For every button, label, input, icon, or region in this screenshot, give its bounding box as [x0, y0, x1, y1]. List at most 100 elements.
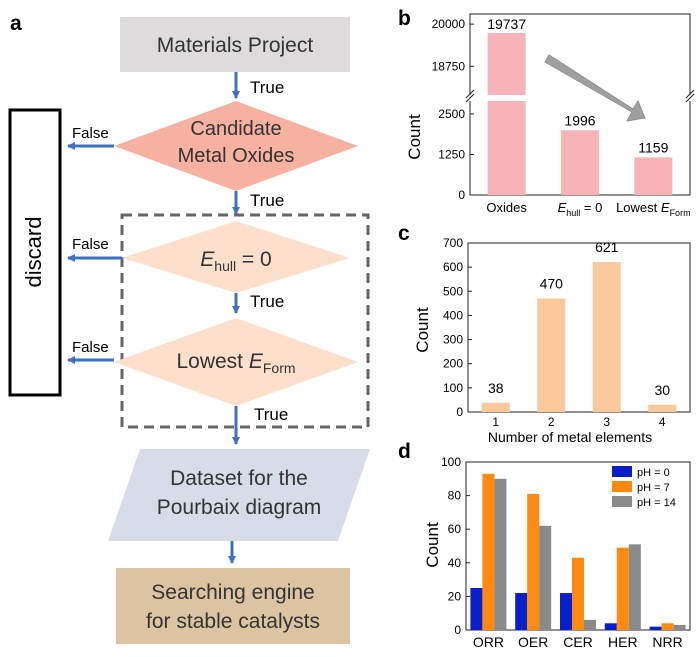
chart-c-ytick-label: 0	[456, 405, 463, 419]
chart-b-trend-arrow	[544, 54, 646, 122]
chart-d-legend-label: pH = 7	[637, 482, 670, 494]
candidate-label-line1: Candidate	[190, 118, 281, 140]
chart-c-value-label: 621	[595, 239, 619, 255]
lowest-eform-label: Lowest EForm	[176, 350, 295, 376]
discard-box	[8, 108, 62, 397]
chart-d-xtick-label: OER	[518, 634, 548, 650]
chart-c-ytick-label: 200	[443, 357, 463, 371]
chart-c-ytick-label: 700	[443, 236, 463, 250]
chart-d-plot: 0 20 40 60 80 100 ORR OER CER HER NRR pH = 0 pH = 7 p…	[441, 455, 691, 650]
panel-label-a: a	[10, 12, 22, 35]
dataset-label-line2: Pourbaix diagram	[157, 496, 322, 519]
lowest-eform-label-main: Lowest	[176, 350, 248, 373]
ehull-label: Ehull = 0	[200, 248, 271, 274]
dataset-parallelogram	[108, 449, 370, 541]
chart-d-bar-ph7	[527, 493, 540, 630]
chart-b-ytick-label: 0	[458, 188, 465, 202]
chart-d-legend-swatch	[612, 496, 632, 507]
true-label-1: True	[250, 78, 284, 97]
chart-b-value-label: 1996	[564, 112, 595, 128]
materials-project-box	[120, 17, 350, 72]
chart-c-ytick-label: 600	[443, 260, 463, 274]
chart-c-xtick-label: 3	[603, 415, 610, 429]
chart-d-bar-ph7	[661, 623, 674, 630]
chart-d-bar-ph0	[515, 593, 528, 630]
chart-b-bar-upper	[487, 33, 526, 95]
chart-c-xlabel: Number of metal elements	[488, 429, 652, 445]
chart-b-bar	[561, 130, 599, 195]
chart-d-xtick-label: CER	[563, 634, 593, 650]
chart-panel-d: d Count 0 20 40 60 80 100 ORR OER CER HER NRR pH = …	[398, 440, 691, 650]
chart-b-category-label: Oxides	[486, 200, 527, 215]
chart-b-axis-break-gap	[467, 95, 693, 101]
false-label-1: False	[72, 125, 109, 142]
chart-c-bar	[648, 404, 677, 412]
dataset-label-line1: Dataset for the	[170, 467, 308, 490]
false-label-3: False	[72, 339, 109, 356]
chart-d-ytick-label: 60	[448, 522, 462, 536]
chart-d-bar-ph7	[482, 473, 495, 630]
chart-d-bar-ph14	[539, 525, 552, 630]
chart-d-bar-ph14	[628, 544, 641, 630]
chart-c-plot: 0 100 200 300 400 500 600 700 38 1 470 2 621 3 30 4	[443, 236, 691, 429]
panel-label-d: d	[398, 440, 411, 463]
chart-c-bar	[481, 402, 510, 412]
chart-d-ytick-label: 0	[454, 623, 461, 637]
chart-d-bar-ph0	[470, 588, 483, 630]
chart-d-bar-ph14	[584, 619, 596, 630]
chart-panel-b: b Count 18750 20000 0 1250 2500 19737 Oxides 19…	[398, 7, 695, 218]
chart-b-value-label: 19737	[487, 16, 526, 32]
ehull-label-rest: = 0	[236, 248, 272, 271]
chart-d-bar-ph14	[494, 478, 507, 630]
chart-d-legend-label: pH = 14	[637, 497, 676, 509]
chart-d-xtick-label: NRR	[652, 634, 682, 650]
searching-engine-box	[116, 568, 350, 644]
chart-d-bar-ph7	[572, 557, 584, 630]
ehull-label-e: E	[200, 248, 215, 271]
chart-d-ytick-label: 40	[448, 556, 462, 570]
chart-c-ytick-label: 300	[443, 333, 463, 347]
chart-c-ytick-label: 400	[443, 308, 463, 322]
false-label-2: False	[72, 236, 109, 253]
chart-d-bar-ph7	[616, 547, 629, 630]
chart-c-xtick-label: 2	[548, 415, 555, 429]
engine-label-line1: Searching engine	[151, 581, 314, 604]
candidate-diamond	[114, 101, 358, 191]
chart-c-value-label: 30	[654, 382, 670, 398]
chart-b-plot: 18750 20000 0 1250 2500 19737 Oxides 1996 Ehull …	[432, 13, 695, 218]
chart-d-xtick-label: ORR	[473, 634, 504, 650]
chart-d-legend-swatch	[612, 481, 632, 492]
candidate-label-line2: Metal Oxides	[178, 145, 295, 167]
chart-b-ytick-label: 20000	[432, 17, 466, 31]
chart-b-ytick-label: 2500	[438, 107, 465, 121]
true-label-3: True	[250, 292, 284, 311]
chart-d-xtick-label: HER	[608, 634, 638, 650]
chart-b-left-break-mark	[465, 89, 475, 103]
chart-c-value-label: 470	[540, 276, 564, 292]
lowest-eform-label-e: E	[249, 350, 264, 373]
chart-d-legend-swatch	[612, 466, 632, 477]
chart-b-ytick-label: 1250	[438, 147, 465, 161]
chart-c-ytick-label: 500	[443, 284, 463, 298]
chart-b-right-break-mark	[685, 89, 695, 103]
chart-c-value-label: 38	[488, 380, 504, 396]
chart-d-ytick-label: 20	[448, 589, 462, 603]
chart-b-ylabel: Count	[405, 114, 424, 160]
chart-d-bar-ph0	[560, 593, 572, 630]
chart-b-value-label: 1159	[638, 139, 668, 155]
chart-b-bar	[487, 101, 526, 195]
materials-project-label: Materials Project	[157, 34, 314, 57]
chart-c-xtick-label: 4	[659, 415, 666, 429]
chart-b-bar	[634, 157, 673, 195]
panel-label-b: b	[398, 7, 411, 30]
chart-b-ytick-label: 18750	[432, 59, 466, 73]
chart-b-category-label: Ehull = 0	[558, 200, 603, 218]
chart-c-ylabel: Count	[413, 307, 432, 353]
true-label-4: True	[254, 405, 288, 424]
chart-d-ytick-label: 100	[441, 455, 461, 469]
lowest-eform-diamond	[114, 318, 358, 406]
chart-d-bar-ph14	[673, 624, 686, 630]
panel-label-c: c	[398, 222, 410, 245]
chart-d-bar-ph0	[649, 626, 662, 630]
lowest-eform-label-sub: Form	[263, 360, 296, 376]
